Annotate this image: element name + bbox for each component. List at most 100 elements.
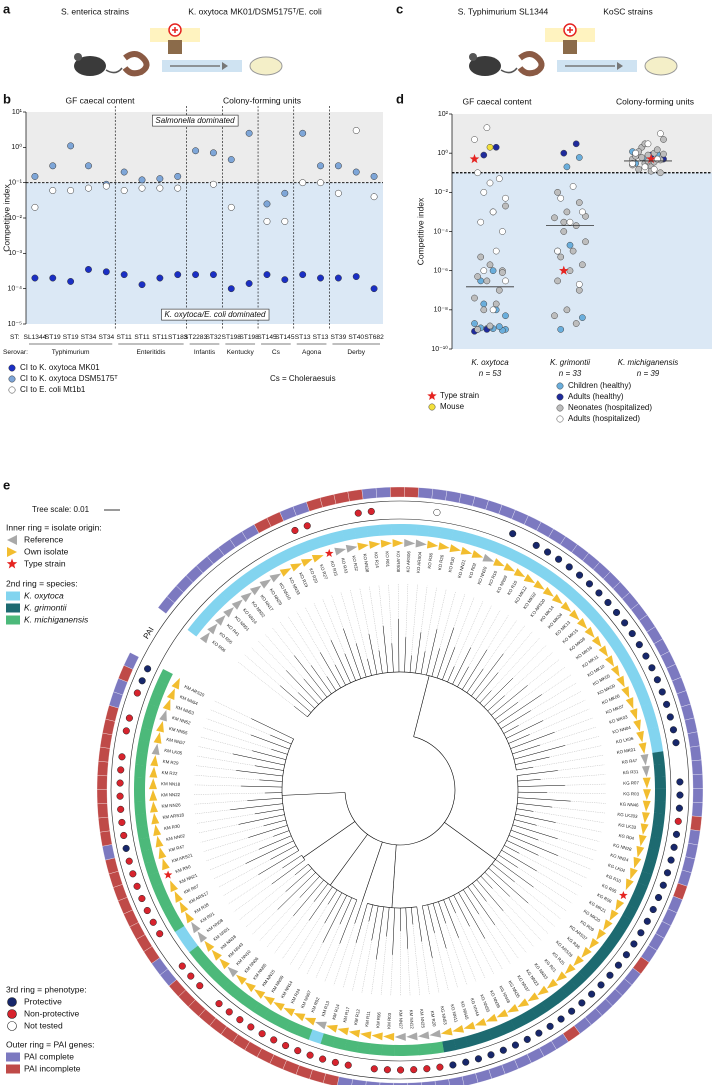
leader-line xyxy=(497,631,533,673)
phenotype-marker xyxy=(225,1008,233,1016)
phenotype-marker xyxy=(635,641,643,649)
group-label: Infantis xyxy=(194,349,216,356)
origin-marker xyxy=(170,880,179,893)
leaf-label: KM NN22 xyxy=(161,792,181,797)
phenotype-marker xyxy=(612,608,621,617)
leader-line xyxy=(265,634,304,679)
leader-line xyxy=(557,838,597,852)
species-segment xyxy=(510,1014,527,1030)
leaf-label: KM R07 xyxy=(183,883,200,895)
data-point xyxy=(174,184,182,192)
species-segment xyxy=(203,601,221,619)
data-point xyxy=(495,323,503,330)
origin-marker xyxy=(630,867,638,880)
leader-line xyxy=(196,813,255,824)
species-segment xyxy=(633,882,648,899)
origin-marker xyxy=(641,812,650,824)
species-segment xyxy=(631,679,647,696)
y-tick-label: 10⁻² xyxy=(434,189,448,196)
leaf-label: KM NN27 xyxy=(398,1010,403,1030)
species-segment xyxy=(332,1036,347,1051)
leader-line xyxy=(223,874,259,896)
leader-line xyxy=(251,647,299,693)
leader-line xyxy=(517,867,573,904)
leaf-label: KM R38 xyxy=(193,902,210,915)
tree-branch xyxy=(491,685,528,716)
species-segment xyxy=(135,752,148,766)
phenotype-marker xyxy=(659,881,667,889)
legend-marker xyxy=(556,393,564,401)
leader-line xyxy=(194,775,260,781)
leader-line xyxy=(420,585,428,633)
legend-label: K. michiganensis xyxy=(24,614,89,624)
leader-line xyxy=(557,764,605,771)
tree-branch xyxy=(422,905,433,958)
origin-marker xyxy=(311,554,324,563)
origin-marker xyxy=(259,579,272,589)
pai-segment xyxy=(681,856,696,873)
legend-label: Not tested xyxy=(24,1020,63,1030)
species-segment xyxy=(320,1033,336,1048)
origin-marker xyxy=(619,890,628,900)
y-tick-label: 10² xyxy=(438,111,449,118)
schematic-text: KoSC strains xyxy=(603,6,653,16)
origin-marker xyxy=(199,632,210,644)
phenotype-marker xyxy=(282,1042,290,1050)
leader-line xyxy=(486,901,527,953)
legend-marker xyxy=(556,382,564,390)
leaf-label: KO R10 xyxy=(506,579,518,596)
data-point xyxy=(174,271,182,279)
dominated-region xyxy=(26,182,383,324)
phenotype-marker xyxy=(291,526,299,535)
data-point xyxy=(156,184,164,192)
phenotype-marker xyxy=(331,1058,339,1066)
phenotype-marker xyxy=(116,792,124,800)
phenotype-marker xyxy=(595,589,603,597)
origin-marker xyxy=(629,708,638,721)
origin-marker xyxy=(283,1007,296,1017)
panel-label: e xyxy=(3,477,10,492)
tree-branch xyxy=(506,720,544,739)
legend-marker xyxy=(428,403,436,411)
tree-branch xyxy=(282,855,302,869)
data-point xyxy=(471,320,478,327)
phenotype-marker xyxy=(642,652,650,660)
origin-marker xyxy=(440,1027,453,1036)
data-point xyxy=(559,265,569,275)
data-point xyxy=(263,200,271,208)
pai-segment xyxy=(102,718,116,736)
legend-marker xyxy=(7,547,17,557)
legend-marker xyxy=(6,1064,20,1074)
species-segment xyxy=(187,619,204,637)
species-segment xyxy=(558,581,576,599)
tree-branch xyxy=(517,802,553,808)
tree-branch xyxy=(479,690,492,704)
species-segment xyxy=(285,1020,302,1036)
phenotype-marker xyxy=(630,940,638,948)
origin-marker xyxy=(156,720,164,733)
species-segment xyxy=(529,560,546,577)
species-segment xyxy=(197,954,214,972)
leaf-label: KM NN07 xyxy=(300,989,313,1009)
pai-segment xyxy=(680,703,695,721)
leader-line xyxy=(455,912,486,978)
tree-branch xyxy=(258,850,299,875)
data-point xyxy=(489,267,497,275)
data-point xyxy=(49,162,57,170)
leader-line xyxy=(228,867,283,905)
origin-marker xyxy=(404,539,416,548)
data-point xyxy=(192,271,200,279)
tree-branch xyxy=(391,643,394,673)
leader-line xyxy=(478,913,511,964)
species-segment xyxy=(415,524,430,537)
x-tick-label: K. oxytoca xyxy=(471,358,509,367)
tree-branch xyxy=(404,637,407,673)
leader-line xyxy=(206,718,251,736)
leader-line xyxy=(290,904,329,965)
data-point xyxy=(138,176,146,184)
tree-branch xyxy=(294,655,328,698)
phenotype-marker xyxy=(565,563,573,571)
data-point xyxy=(480,267,488,275)
origin-marker xyxy=(273,1002,285,1012)
